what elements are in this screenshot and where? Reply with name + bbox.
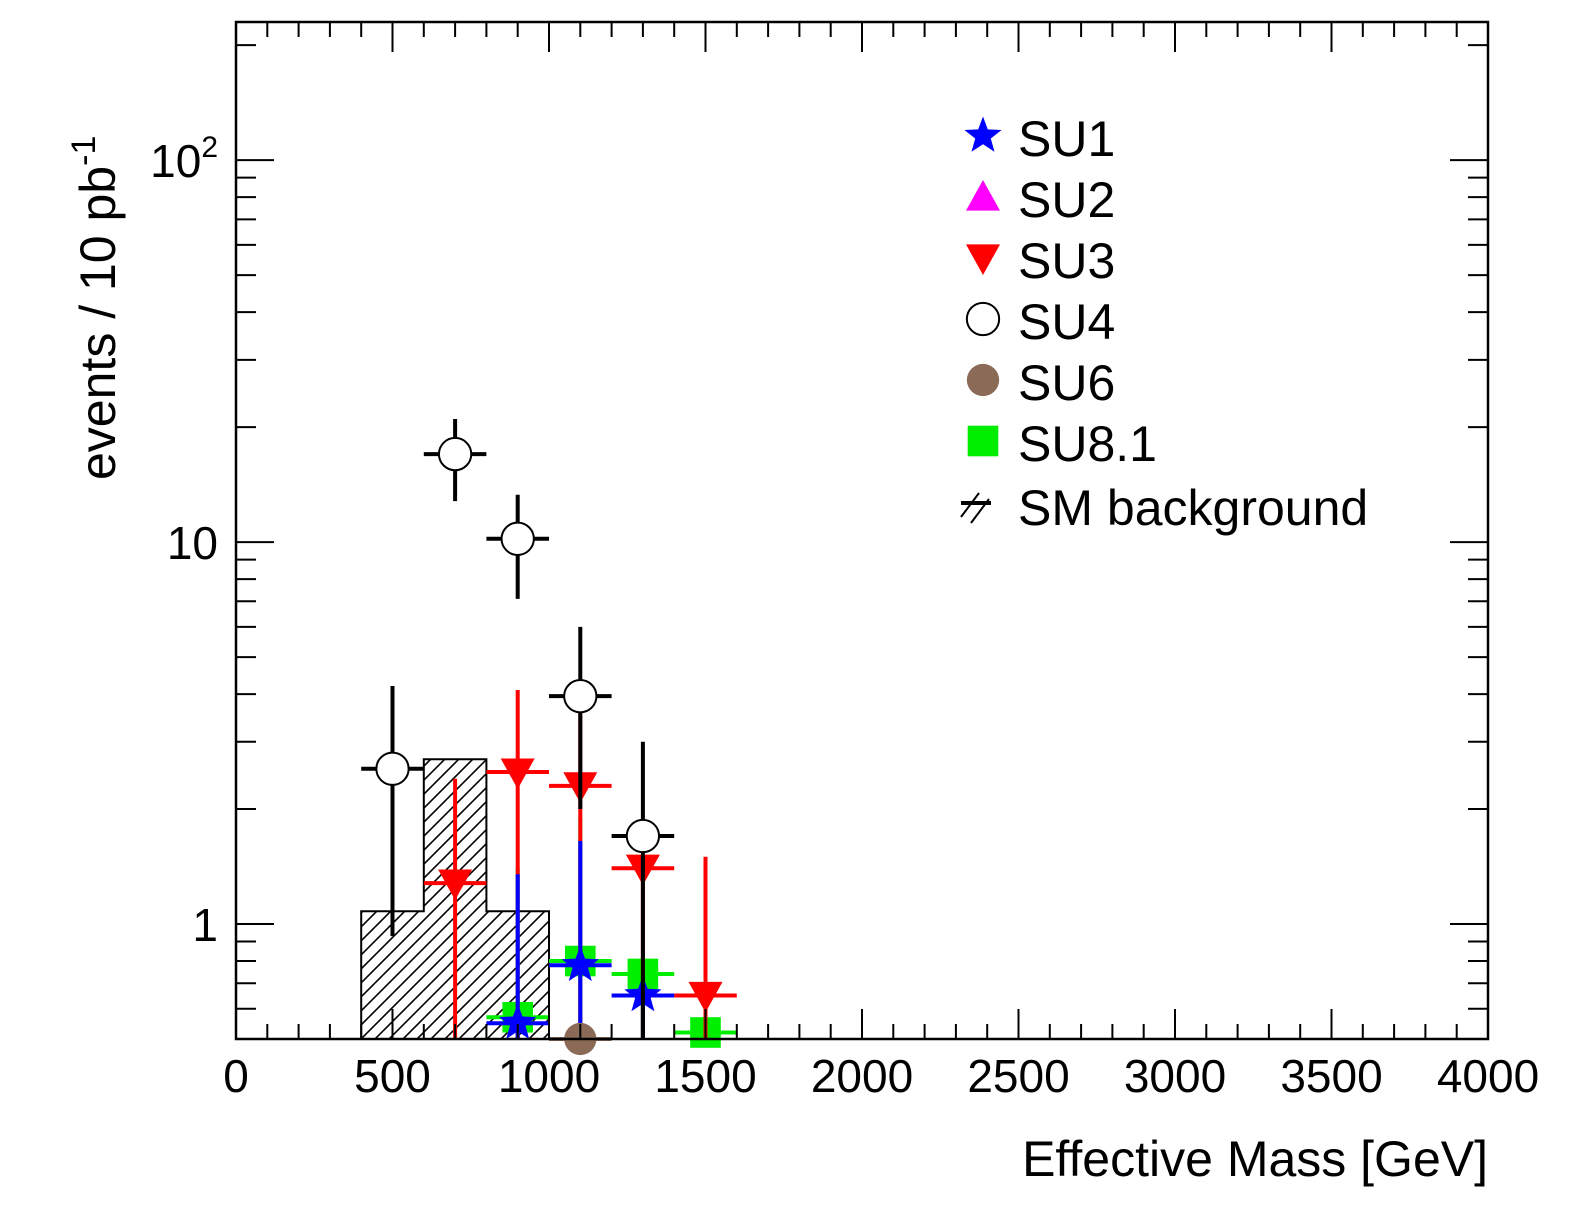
legend-marker <box>966 363 1000 397</box>
data-point <box>561 945 599 982</box>
y-tick-label: 1 <box>192 899 218 951</box>
series-su4 <box>361 419 675 1039</box>
x-axis-ticks: 0 500 1000 1500 2000 2500 3000 3500 4000 <box>223 22 1539 1102</box>
x-tick-label: 1000 <box>498 1050 600 1102</box>
legend-label: SU3 <box>1018 233 1115 289</box>
legend-item-su8-1: SU8.1 <box>967 416 1157 472</box>
x-tick-label: 1500 <box>654 1050 756 1102</box>
x-tick-label: 2500 <box>967 1050 1069 1102</box>
legend-item-su1: SU1 <box>964 111 1115 167</box>
data-point <box>625 818 661 854</box>
y-tick-label-base: 1 <box>192 899 218 951</box>
legend-label: SU6 <box>1018 355 1115 411</box>
x-tick-label: 3500 <box>1280 1050 1382 1102</box>
legend-label: SU4 <box>1018 294 1115 350</box>
y-tick-label: 10 <box>167 517 218 569</box>
data-point <box>500 521 535 556</box>
y-tick-label-base: 10 <box>167 517 218 569</box>
y-tick-label-base: 10 <box>150 135 201 187</box>
x-axis-title: Effective Mass [GeV] <box>1022 1131 1488 1187</box>
legend-label: SM background <box>1018 480 1368 536</box>
data-point <box>499 1003 537 1039</box>
series-su1 <box>486 840 675 1039</box>
legend-marker <box>966 180 1000 211</box>
data-point <box>437 436 473 472</box>
x-tick-label: 2000 <box>811 1050 913 1102</box>
legend-marker <box>967 425 999 457</box>
y-axis-title: events / 10 pb-1 <box>65 136 126 480</box>
data-point <box>438 869 473 901</box>
data-series <box>361 419 737 1056</box>
legend-label: SU8.1 <box>1018 416 1157 472</box>
legend-item-su4: SU4 <box>965 294 1115 350</box>
legend-item-sm-background: SM background <box>960 480 1368 536</box>
data-point <box>375 751 410 786</box>
legend-item-su3: SU3 <box>966 233 1115 289</box>
x-tick-label: 0 <box>223 1050 249 1102</box>
legend-hatch <box>960 492 990 524</box>
y-axis-title-main: events / 10 pb <box>70 166 126 480</box>
legend-item-su2: SU2 <box>966 172 1115 228</box>
data-point <box>500 758 535 790</box>
legend-item-su6: SU6 <box>966 355 1115 411</box>
legend-label: SU2 <box>1018 172 1115 228</box>
legend-marker <box>964 116 1002 152</box>
legend-label: SU1 <box>1018 111 1115 167</box>
legend-marker <box>965 301 1001 337</box>
x-tick-label: 500 <box>354 1050 431 1102</box>
y-tick-label-sup: 2 <box>201 131 218 164</box>
data-point <box>563 679 598 714</box>
y-tick-label: 102 <box>150 131 218 187</box>
y-axis-title-sup: -1 <box>65 136 103 166</box>
x-tick-label: 3000 <box>1124 1050 1226 1102</box>
x-tick-label: 4000 <box>1437 1050 1539 1102</box>
data-point <box>688 981 723 1013</box>
legend-marker <box>966 244 1000 275</box>
